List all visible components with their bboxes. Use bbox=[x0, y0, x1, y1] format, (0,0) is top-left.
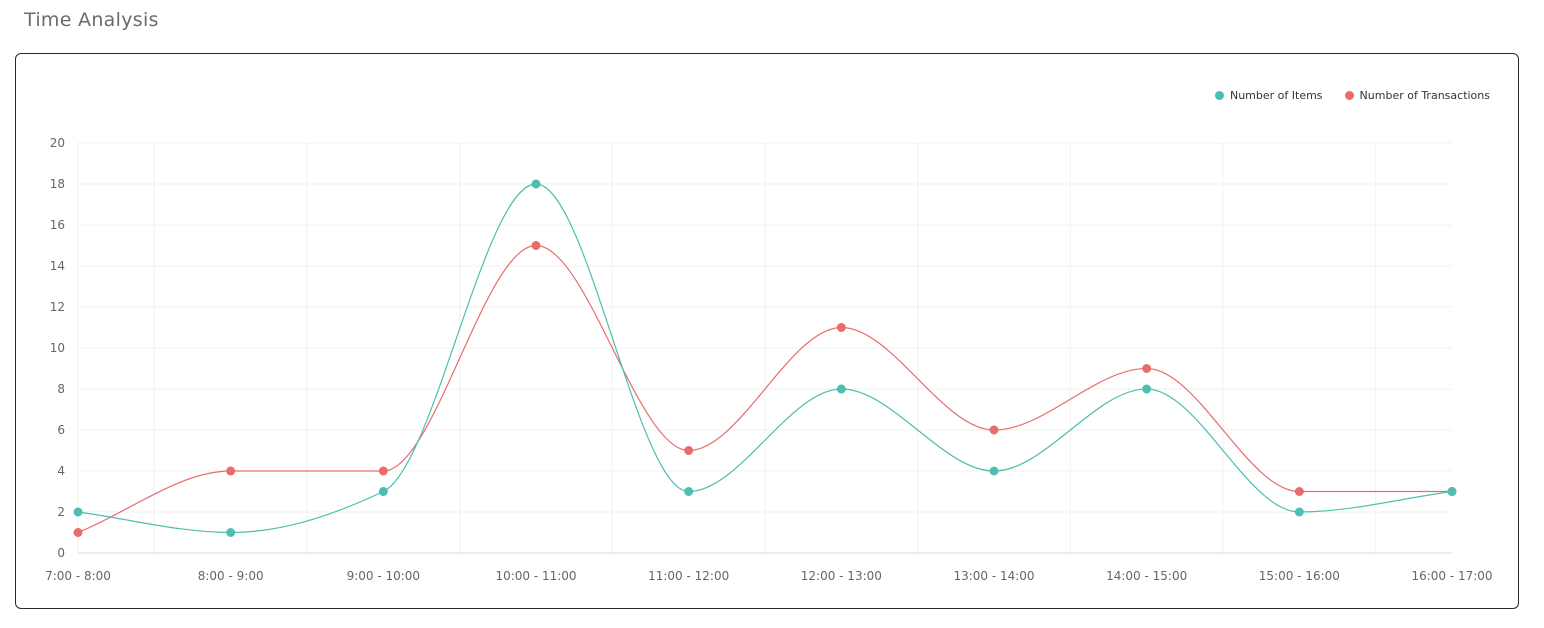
data-point-items bbox=[836, 384, 846, 394]
y-tick-label: 14 bbox=[50, 259, 65, 273]
data-point-transactions bbox=[836, 323, 846, 332]
y-tick-label: 8 bbox=[57, 382, 65, 396]
x-tick-label: 15:00 - 16:00 bbox=[1259, 569, 1340, 583]
y-tick-label: 12 bbox=[50, 300, 65, 314]
data-point-items bbox=[531, 179, 541, 189]
data-point-items bbox=[684, 487, 694, 496]
legend-label-transactions: Number of Transactions bbox=[1359, 89, 1490, 102]
legend-item-transactions[interactable]: Number of Transactions bbox=[1344, 89, 1490, 102]
data-point-transactions bbox=[1142, 364, 1152, 373]
x-tick-label: 13:00 - 14:00 bbox=[953, 569, 1034, 583]
x-tick-label: 11:00 - 12:00 bbox=[648, 569, 729, 583]
data-point-items bbox=[1294, 507, 1304, 517]
y-tick-label: 20 bbox=[50, 136, 65, 150]
y-tick-label: 10 bbox=[50, 341, 65, 355]
data-point-transactions bbox=[1294, 487, 1304, 496]
page-title: Time Analysis bbox=[24, 9, 159, 31]
data-point-items bbox=[989, 466, 999, 476]
legend-dot-transactions bbox=[1344, 91, 1354, 100]
y-tick-label: 0 bbox=[57, 546, 65, 560]
data-point-transactions bbox=[378, 466, 388, 476]
data-point-items bbox=[73, 507, 83, 517]
series-line-items bbox=[77, 183, 1453, 534]
series-line-transactions bbox=[77, 244, 1452, 534]
data-point-items bbox=[226, 528, 236, 537]
x-tick-label: 8:00 - 9:00 bbox=[198, 569, 264, 583]
x-tick-label: 7:00 - 8:00 bbox=[45, 569, 111, 583]
data-point-transactions bbox=[531, 241, 541, 250]
data-point-items bbox=[378, 487, 388, 496]
y-tick-label: 18 bbox=[50, 177, 65, 191]
y-tick-label: 4 bbox=[57, 464, 65, 478]
x-tick-label: 16:00 - 17:00 bbox=[1411, 569, 1492, 583]
legend-item-items[interactable]: Number of Items bbox=[1214, 89, 1323, 102]
legend-label-items: Number of Items bbox=[1229, 89, 1323, 102]
y-tick-label: 16 bbox=[50, 218, 65, 232]
data-point-transactions bbox=[226, 466, 236, 476]
x-tick-label: 12:00 - 13:00 bbox=[801, 569, 882, 583]
y-tick-label: 2 bbox=[57, 505, 65, 519]
x-tick-label: 9:00 - 10:00 bbox=[347, 569, 421, 583]
chart-card: Number of Items Number of Transactions bbox=[15, 53, 1519, 609]
x-tick-label: 14:00 - 15:00 bbox=[1106, 569, 1187, 583]
data-point-transactions bbox=[73, 528, 83, 537]
chart-legend: Number of Items Number of Transactions bbox=[1214, 89, 1490, 102]
data-point-transactions bbox=[684, 446, 694, 455]
x-tick-label: 10:00 - 11:00 bbox=[495, 569, 576, 583]
data-point-items bbox=[1142, 384, 1152, 394]
legend-dot-items bbox=[1214, 91, 1224, 100]
y-tick-label: 6 bbox=[57, 423, 65, 437]
data-point-transactions bbox=[989, 425, 999, 435]
data-point-items bbox=[1447, 487, 1457, 496]
